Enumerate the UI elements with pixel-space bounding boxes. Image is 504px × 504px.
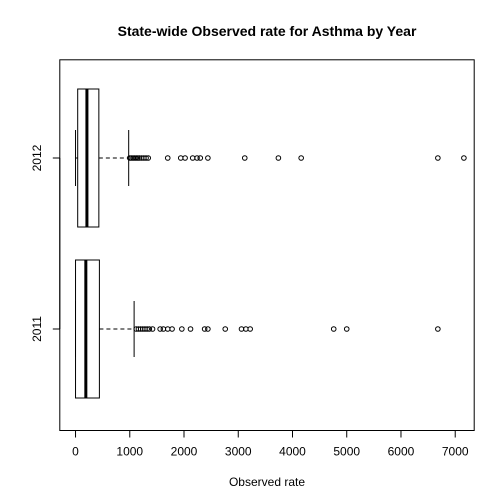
outlier-point (247, 326, 253, 332)
x-tick-label: 4000 (279, 445, 306, 459)
outlier-point (330, 326, 337, 332)
outlier-point (201, 326, 208, 332)
outlier-point (182, 155, 188, 161)
x-tick-label: 0 (72, 445, 79, 459)
box (75, 259, 100, 399)
outlier-point (149, 326, 156, 332)
y-tick-label: 2012 (30, 144, 44, 171)
outlier-point (222, 326, 229, 332)
outlier-point (164, 155, 171, 161)
outlier-point (143, 155, 149, 161)
x-tick-label: 6000 (388, 445, 415, 459)
chart-title: State-wide Observed rate for Asthma by Y… (118, 23, 417, 39)
outlier-point (435, 326, 441, 332)
outlier-point (275, 155, 282, 161)
outlier-point (435, 155, 441, 161)
x-axis: 0 1000 2000 3000 4000 5000 6000 7000 (72, 430, 469, 459)
outlier-point (146, 326, 153, 332)
outlier-point (461, 155, 467, 161)
outlier-point (144, 326, 150, 332)
outlier-point (205, 326, 211, 332)
outlier-point (145, 155, 152, 161)
outlier-point (133, 155, 140, 161)
x-tick-label: 3000 (225, 445, 252, 459)
outlier-point (179, 326, 185, 332)
outlier-point (298, 155, 304, 161)
outlier-point (135, 155, 141, 161)
y-tick-label: 2011 (30, 316, 44, 342)
y-axis: 2011 2012 (30, 144, 61, 342)
outlier-point (205, 155, 211, 161)
outlier-point (187, 326, 194, 332)
x-tick-label: 1000 (116, 445, 143, 459)
x-tick-label: 7000 (442, 445, 469, 459)
x-tick-label: 5000 (333, 445, 360, 459)
outlier-point (197, 155, 204, 161)
outlier-point (169, 326, 175, 332)
box-layer (75, 88, 467, 399)
outlier-point (241, 155, 248, 161)
x-axis-label: Observed rate (229, 475, 305, 489)
outlier-point (157, 326, 163, 332)
box-group-2011 (75, 259, 441, 399)
outlier-point (194, 155, 200, 161)
outlier-point (343, 326, 350, 332)
plot-frame (59, 59, 475, 432)
x-tick-label: 2000 (171, 445, 198, 459)
box-group-2012 (75, 88, 467, 228)
